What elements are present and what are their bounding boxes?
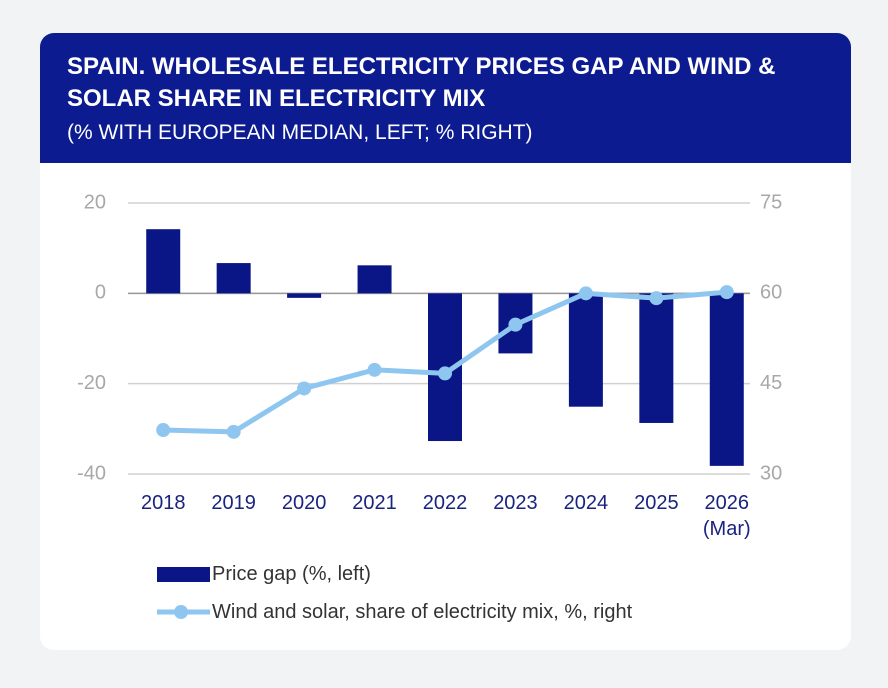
- line-marker: [156, 423, 171, 438]
- line-marker: [719, 285, 734, 300]
- y2-tick-label: 60: [760, 282, 782, 304]
- bar: [709, 293, 744, 466]
- line-marker: [578, 286, 593, 301]
- x-tick-label: 2021: [352, 492, 397, 514]
- x-tick-label: 2022: [422, 492, 468, 514]
- y-tick-label: 20: [84, 191, 106, 213]
- y2-tick-label: 30: [760, 462, 782, 484]
- line-marker: [508, 317, 523, 332]
- bar: [287, 293, 322, 298]
- y-tick-label: 0: [95, 282, 106, 304]
- legend-swatch: [157, 567, 210, 582]
- y-tick-label: -20: [77, 372, 106, 394]
- bar: [357, 265, 392, 294]
- line-marker: [226, 424, 241, 439]
- x-tick-label: 2024: [563, 492, 609, 514]
- line-marker: [438, 366, 452, 381]
- y-tick-label: -40: [77, 462, 106, 484]
- bar: [639, 293, 674, 423]
- y2-tick-label: 75: [760, 191, 782, 213]
- chart-title: SPAIN. WHOLESALE ELECTRICITY PRICES GAP …: [67, 53, 776, 112]
- x-tick-label: 2025: [634, 492, 679, 514]
- x-tick-label: 2020: [281, 492, 327, 514]
- line-marker: [649, 291, 664, 306]
- header: SPAIN. WHOLESALE ELECTRICITY PRICES GAP …: [40, 33, 851, 163]
- bar: [568, 293, 603, 407]
- bar: [216, 263, 251, 294]
- legend-marker: [174, 605, 188, 619]
- legend-label: Price gap (%, left): [212, 563, 371, 585]
- x-tick-label: 2023: [493, 492, 538, 514]
- bar: [146, 229, 181, 294]
- x-tick-label: 2019: [211, 492, 256, 514]
- line-marker: [297, 381, 312, 396]
- line-marker: [367, 362, 382, 377]
- x-tick-label: 2026 (Mar): [702, 492, 751, 540]
- y2-tick-label: 45: [760, 372, 782, 394]
- legend-label: Wind and solar, share of electricity mix…: [212, 601, 633, 623]
- x-tick-label: 2018: [140, 492, 186, 514]
- chart-subtitle: (% WITH EUROPEAN MEDIAN, LEFT; % RIGHT): [67, 121, 533, 144]
